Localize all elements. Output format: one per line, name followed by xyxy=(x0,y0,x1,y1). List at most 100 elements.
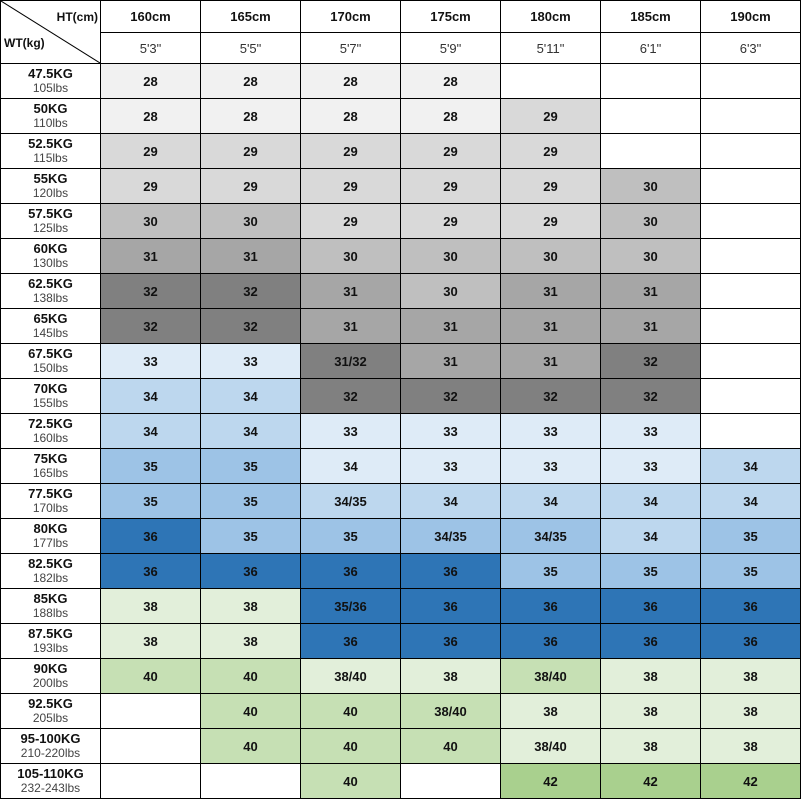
size-value-cell: 36 xyxy=(100,553,201,589)
size-value-cell: 36 xyxy=(300,553,401,589)
size-value-cell: 38 xyxy=(600,658,701,694)
size-value-cell: 32 xyxy=(600,378,701,414)
weight-lbs: 120lbs xyxy=(32,186,69,200)
height-cm-header: 185cm xyxy=(600,0,701,33)
weight-lbs: 130lbs xyxy=(32,256,69,270)
weight-kg: 87.5KG xyxy=(28,626,73,641)
table-row: 92.5KG 205lbs 40 40 38/40 38 38 38 xyxy=(0,693,801,729)
size-value-cell: 38 xyxy=(200,588,301,624)
size-value-cell: 33 xyxy=(500,413,601,449)
size-value-cell xyxy=(700,343,801,379)
size-value-cell: 34 xyxy=(400,483,501,519)
weight-kg: 85KG xyxy=(33,591,68,606)
size-value-cell: 35 xyxy=(700,553,801,589)
size-value-cell: 35 xyxy=(100,483,201,519)
height-cm-header: 165cm xyxy=(200,0,301,33)
size-value-cell xyxy=(400,763,501,799)
size-value-cell: 34 xyxy=(200,413,301,449)
weight-kg: 75KG xyxy=(33,451,68,466)
weight-cell: 75KG 165lbs xyxy=(0,448,101,484)
size-value-cell: 36 xyxy=(400,588,501,624)
size-value-cell: 32 xyxy=(600,343,701,379)
size-value-cell: 31 xyxy=(500,273,601,309)
size-value-cell: 36 xyxy=(500,623,601,659)
height-cm-header: 160cm xyxy=(100,0,201,33)
size-value-cell xyxy=(700,203,801,239)
size-value-cell: 29 xyxy=(300,168,401,204)
size-value-cell: 31 xyxy=(600,308,701,344)
weight-kg: 77.5KG xyxy=(28,486,73,501)
size-value-cell: 29 xyxy=(100,133,201,169)
size-value-cell xyxy=(200,763,301,799)
weight-kg: 70KG xyxy=(33,381,68,396)
weight-kg: 82.5KG xyxy=(28,556,73,571)
table-row: 85KG 188lbs 38 38 35/36 36 36 36 36 xyxy=(0,588,801,624)
size-value-cell: 38 xyxy=(600,728,701,764)
size-value-cell: 29 xyxy=(200,133,301,169)
weight-lbs: 200lbs xyxy=(32,676,69,690)
weight-lbs: 165lbs xyxy=(32,466,69,480)
size-value-cell: 31 xyxy=(100,238,201,274)
size-value-cell: 36 xyxy=(500,588,601,624)
size-value-cell: 35 xyxy=(200,448,301,484)
size-value-cell: 38 xyxy=(700,658,801,694)
size-value-cell: 40 xyxy=(300,693,401,729)
weight-kg: 90KG xyxy=(33,661,68,676)
height-axis-label: HT(cm) xyxy=(56,10,98,24)
weight-cell: 62.5KG 138lbs xyxy=(0,273,101,309)
weight-kg: 55KG xyxy=(33,171,68,186)
weight-lbs: 188lbs xyxy=(32,606,69,620)
height-cm-header: 175cm xyxy=(400,0,501,33)
height-ft-header: 5'7" xyxy=(300,32,401,64)
size-value-cell: 31 xyxy=(500,343,601,379)
size-value-cell: 34 xyxy=(100,413,201,449)
weight-kg: 52.5KG xyxy=(28,136,73,151)
table-row: 77.5KG 170lbs 35 35 34/35 34 34 34 34 xyxy=(0,483,801,519)
size-value-cell: 35 xyxy=(500,553,601,589)
height-ft-header: 6'1" xyxy=(600,32,701,64)
size-value-cell: 30 xyxy=(500,238,601,274)
height-cm-header-row: HT(cm) WT(kg) 160cm 165cm 170cm 175cm 18… xyxy=(0,0,801,64)
table-row: 105-110KG 232-243lbs 40 42 42 42 xyxy=(0,763,801,799)
table-row: 55KG 120lbs 29 29 29 29 29 30 xyxy=(0,168,801,204)
table-row: 95-100KG 210-220lbs 40 40 40 38/40 38 38 xyxy=(0,728,801,764)
size-value-cell: 36 xyxy=(700,588,801,624)
size-value-cell: 34/35 xyxy=(400,518,501,554)
size-value-cell: 28 xyxy=(300,63,401,99)
height-cm-header: 180cm xyxy=(500,0,601,33)
size-value-cell: 40 xyxy=(200,658,301,694)
weight-cell: 47.5KG 105lbs xyxy=(0,63,101,99)
weight-cell: 77.5KG 170lbs xyxy=(0,483,101,519)
size-value-cell: 31/32 xyxy=(300,343,401,379)
table-row: 62.5KG 138lbs 32 32 31 30 31 31 xyxy=(0,273,801,309)
size-value-cell: 33 xyxy=(200,343,301,379)
size-value-cell: 40 xyxy=(100,658,201,694)
weight-lbs: 150lbs xyxy=(32,361,69,375)
table-row: 72.5KG 160lbs 34 34 33 33 33 33 xyxy=(0,413,801,449)
size-value-cell: 36 xyxy=(400,623,501,659)
size-value-cell: 33 xyxy=(300,413,401,449)
weight-lbs: 205lbs xyxy=(32,711,69,725)
weight-kg: 50KG xyxy=(33,101,68,116)
weight-cell: 60KG 130lbs xyxy=(0,238,101,274)
size-value-cell: 28 xyxy=(200,98,301,134)
weight-cell: 80KG 177lbs xyxy=(0,518,101,554)
size-value-cell: 36 xyxy=(700,623,801,659)
size-value-cell: 29 xyxy=(300,133,401,169)
size-value-cell: 36 xyxy=(300,623,401,659)
weight-lbs: 160lbs xyxy=(32,431,69,445)
size-value-cell xyxy=(700,63,801,99)
size-value-cell: 38 xyxy=(200,623,301,659)
size-value-cell: 36 xyxy=(200,553,301,589)
size-value-cell: 40 xyxy=(200,728,301,764)
size-value-cell xyxy=(100,728,201,764)
size-value-cell: 42 xyxy=(700,763,801,799)
weight-cell: 87.5KG 193lbs xyxy=(0,623,101,659)
size-value-cell: 31 xyxy=(600,273,701,309)
size-value-cell xyxy=(700,378,801,414)
height-ft-header: 5'5" xyxy=(200,32,301,64)
size-value-cell: 30 xyxy=(100,203,201,239)
weight-lbs: 232-243lbs xyxy=(20,781,81,795)
size-value-cell: 38 xyxy=(500,693,601,729)
